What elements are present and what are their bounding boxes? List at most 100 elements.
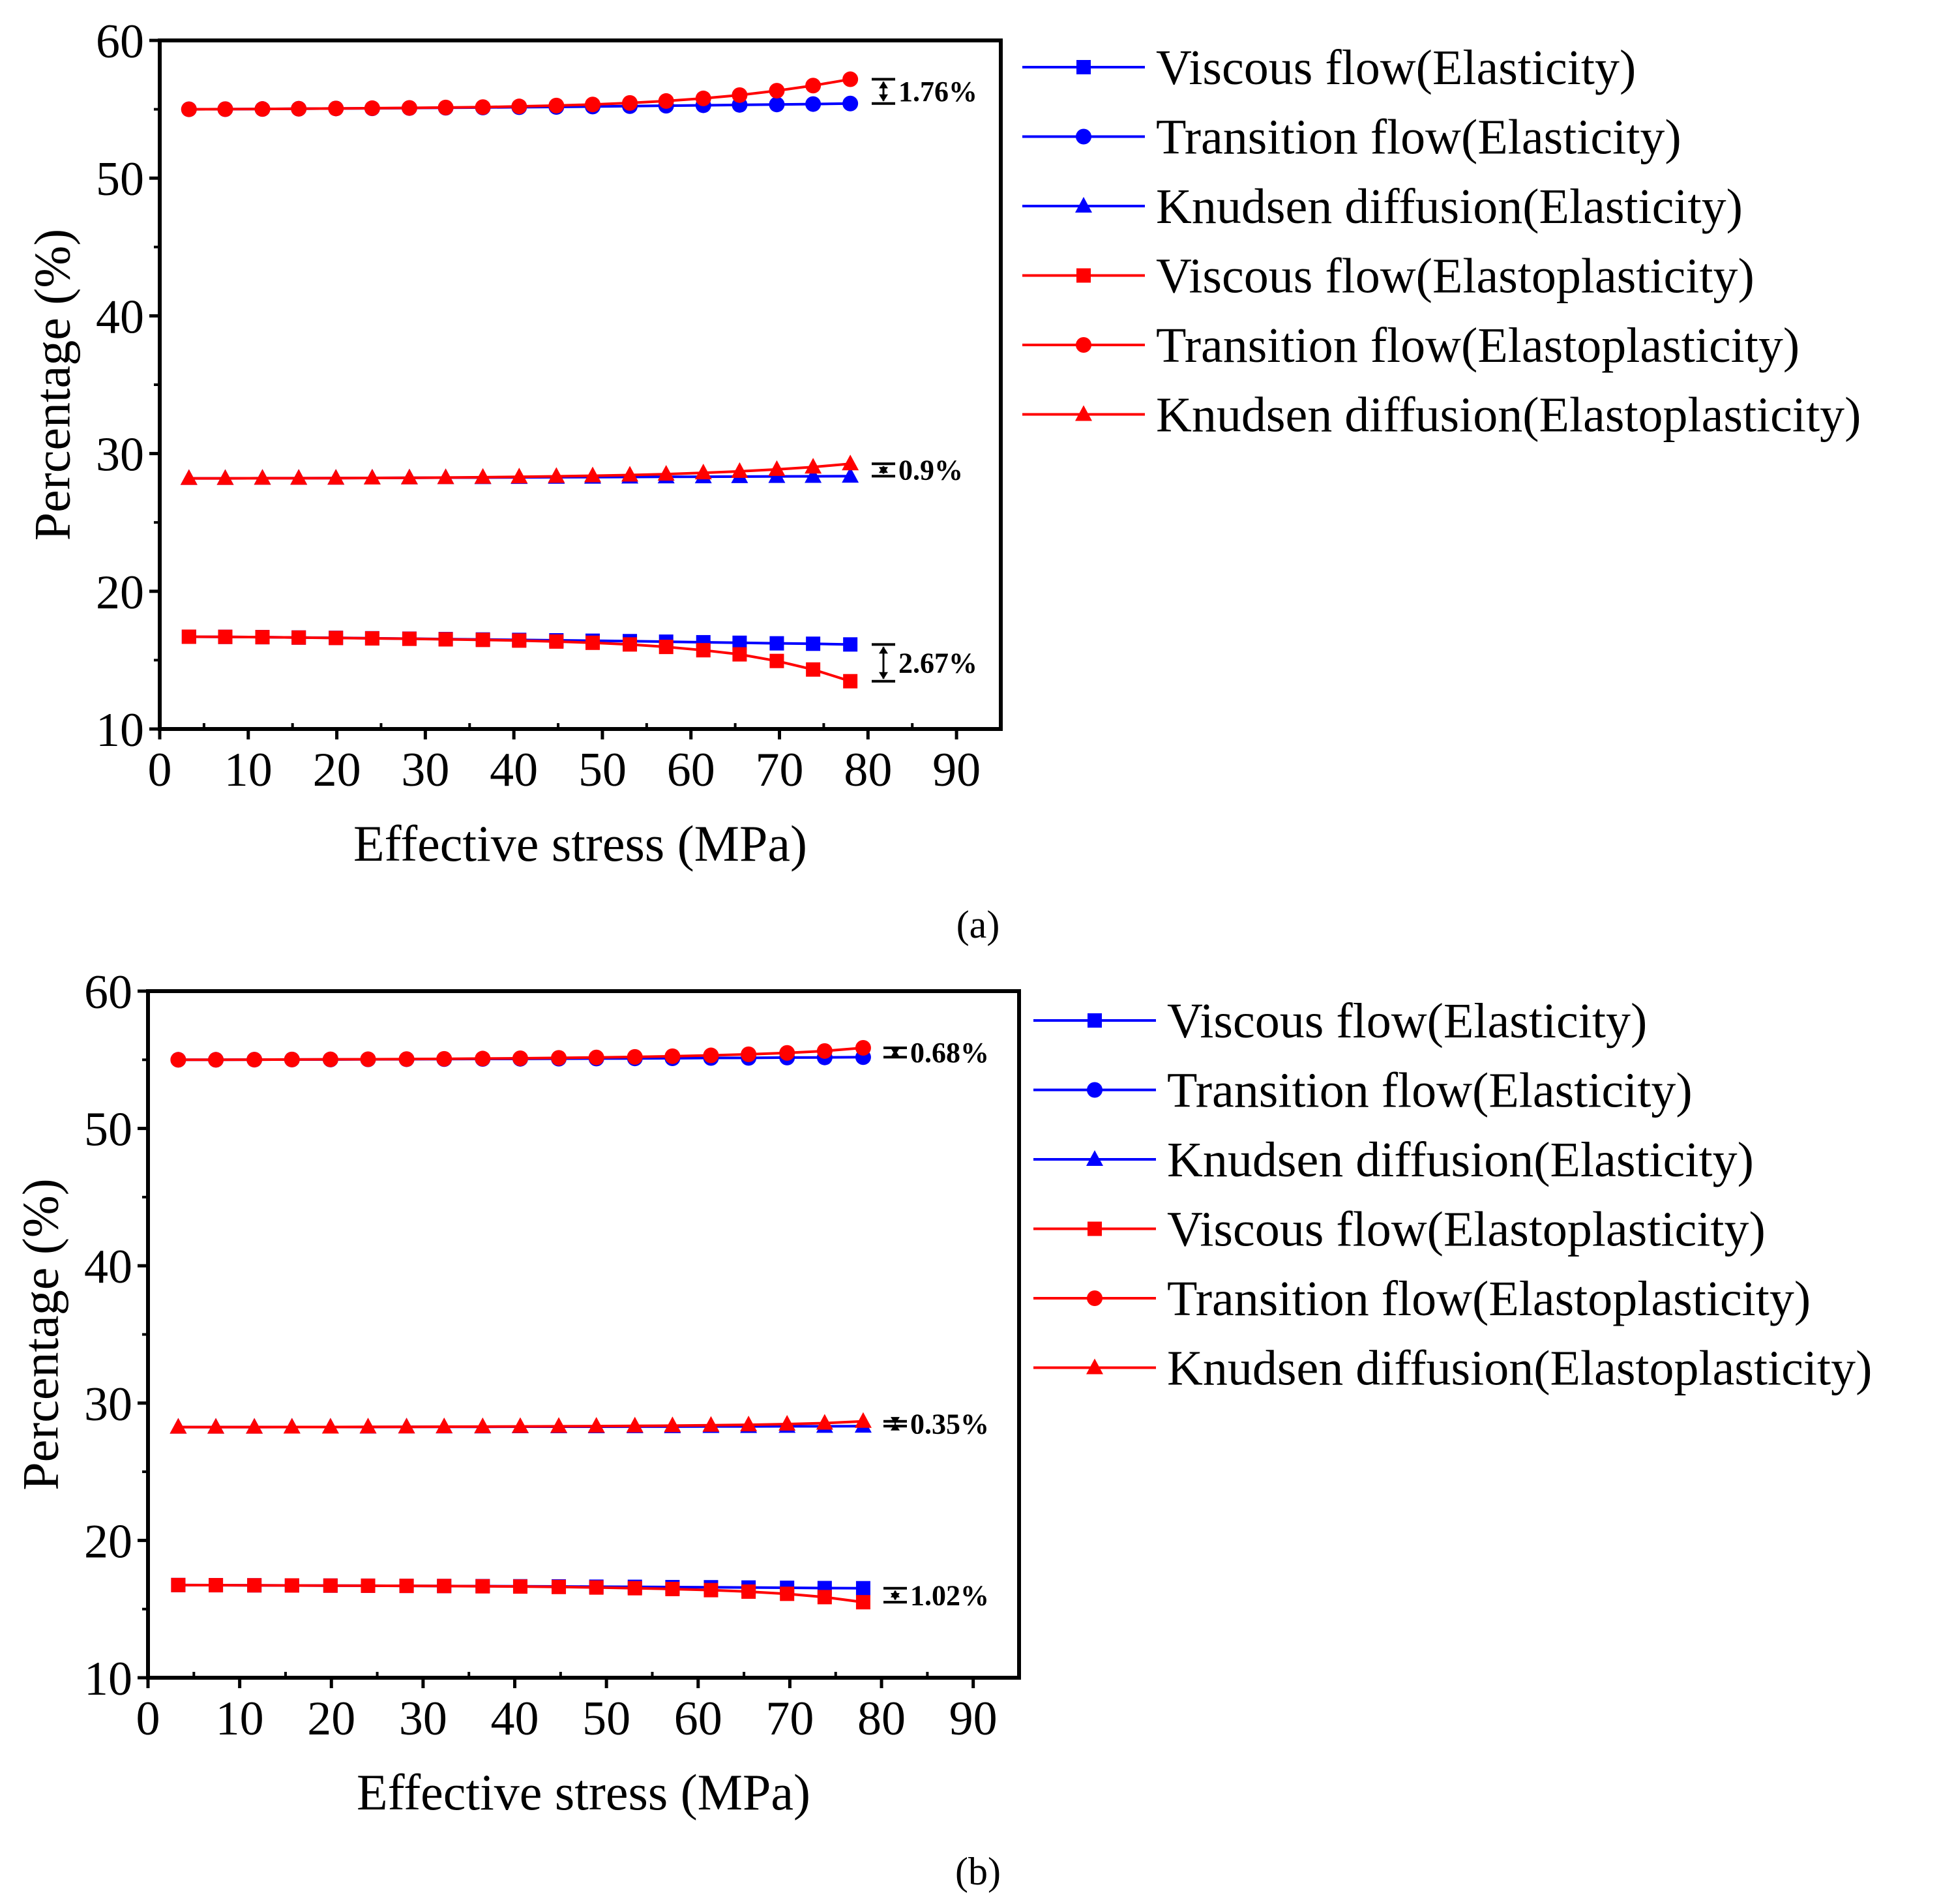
y-tick-label: 20 <box>96 566 144 619</box>
data-point-series-6 <box>327 469 345 485</box>
x-axis-title: Effective stress (MPa) <box>357 1764 810 1821</box>
panel-label-b: (b) <box>955 1850 1001 1893</box>
y-tick-label: 50 <box>96 153 144 206</box>
data-point-series-4 <box>769 653 784 668</box>
data-point-series-5 <box>627 1049 643 1065</box>
data-point-series-4 <box>659 640 674 655</box>
data-point-series-5 <box>658 93 674 109</box>
data-point-series-1 <box>732 635 747 650</box>
y-tick-label: 30 <box>84 1378 132 1431</box>
data-point-series-6 <box>740 1416 758 1432</box>
data-point-series-6 <box>731 462 748 478</box>
x-tick-label: 90 <box>932 743 981 797</box>
x-tick-label: 0 <box>148 743 172 797</box>
annotation-arrow-down <box>879 94 888 102</box>
data-point-series-5 <box>181 101 197 117</box>
data-point-series-5 <box>548 97 565 113</box>
x-tick-label: 20 <box>307 1692 355 1746</box>
data-point-series-4 <box>732 647 747 662</box>
data-point-series-4 <box>181 629 196 644</box>
annotation-arrow-down <box>891 1048 900 1056</box>
data-point-series-6 <box>180 469 198 485</box>
data-point-series-4 <box>627 1581 642 1596</box>
x-tick-label: 0 <box>136 1692 160 1746</box>
data-point-series-6 <box>664 1416 681 1433</box>
annotation-label: 2.67% <box>898 647 977 679</box>
data-point-series-5 <box>741 1046 757 1062</box>
data-point-series-6 <box>584 466 602 483</box>
legend-label: Knudsen diffusion(Elasticity) <box>1156 179 1743 234</box>
data-point-series-4 <box>291 630 306 645</box>
data-point-series-4 <box>399 1579 414 1594</box>
data-point-series-1 <box>769 636 784 651</box>
data-point-series-4 <box>247 1578 262 1593</box>
data-point-series-6 <box>778 1415 796 1431</box>
data-point-series-4 <box>475 1579 490 1594</box>
data-point-series-6 <box>290 469 308 485</box>
data-point-series-6 <box>816 1414 833 1430</box>
legend-marker <box>1076 60 1091 74</box>
data-point-series-4 <box>549 634 564 649</box>
data-point-series-5 <box>855 1039 871 1056</box>
y-tick-label: 60 <box>84 966 132 1019</box>
legend-label: Viscous flow(Elasticity) <box>1167 994 1647 1049</box>
legend-marker <box>1088 1221 1102 1236</box>
data-point-series-2 <box>769 97 785 113</box>
data-point-series-3 <box>842 467 859 483</box>
y-tick-label: 40 <box>96 290 144 344</box>
plot-frame <box>158 38 1003 731</box>
data-point-series-1 <box>806 636 821 651</box>
data-point-series-6 <box>621 466 639 482</box>
data-point-series-4 <box>703 1583 718 1598</box>
data-point-series-5 <box>511 98 527 115</box>
annotation-arrow-down <box>879 467 888 475</box>
annotation-arrow-up <box>891 1423 900 1431</box>
legend-marker <box>1076 268 1091 283</box>
legend-marker <box>1086 1150 1103 1166</box>
data-point-series-2 <box>842 95 859 112</box>
x-tick-label: 80 <box>844 743 892 797</box>
legend-marker <box>1086 1358 1103 1375</box>
data-point-series-4 <box>843 674 858 689</box>
data-point-series-6 <box>768 460 786 476</box>
data-point-series-4 <box>696 643 711 658</box>
legend-label: Knudsen diffusion(Elasticity) <box>1167 1133 1754 1187</box>
annotation-label: 0.9% <box>898 454 963 486</box>
data-point-series-5 <box>769 83 785 99</box>
annotation-arrow-up <box>879 81 888 89</box>
legend-marker <box>1087 1082 1103 1098</box>
annotation-label: 1.02% <box>910 1579 989 1611</box>
data-point-series-6 <box>842 454 859 471</box>
data-point-series-4 <box>475 632 490 647</box>
legend-label: Viscous flow(Elastoplasticity) <box>1167 1202 1766 1257</box>
chart-panel-a: (a) 0 10 20 30 40 50 60 70 80 90102030405060Effec… <box>24 15 1861 946</box>
data-point-series-4 <box>552 1579 567 1594</box>
annotation-label: 1.76% <box>898 76 977 108</box>
data-point-series-5 <box>437 99 454 115</box>
data-point-series-4 <box>438 632 453 647</box>
data-point-series-5 <box>291 100 307 117</box>
data-point-series-4 <box>512 1579 527 1594</box>
data-point-series-6 <box>398 1418 415 1434</box>
x-axis-title: Effective stress (MPa) <box>353 815 807 872</box>
data-point-series-5 <box>284 1051 300 1067</box>
data-point-series-5 <box>328 100 344 117</box>
data-point-series-6 <box>854 1412 872 1428</box>
data-point-series-4 <box>171 1577 186 1592</box>
data-point-series-5 <box>360 1051 376 1067</box>
x-tick-label: 40 <box>491 1692 539 1746</box>
data-point-series-4 <box>589 1580 604 1595</box>
data-point-series-6 <box>437 468 454 484</box>
data-point-series-5 <box>703 1047 719 1064</box>
data-point-series-4 <box>402 631 417 646</box>
data-point-series-4 <box>585 635 600 650</box>
data-point-series-5 <box>732 87 748 103</box>
legend-marker <box>1075 197 1092 213</box>
annotation-arrow-down <box>891 1417 900 1425</box>
data-point-series-4 <box>623 637 638 652</box>
x-tick-label: 60 <box>667 743 715 797</box>
data-point-series-5 <box>208 1052 224 1068</box>
x-tick-label: 10 <box>216 1692 264 1746</box>
x-tick-label: 70 <box>756 743 804 797</box>
data-point-series-5 <box>398 1051 415 1067</box>
